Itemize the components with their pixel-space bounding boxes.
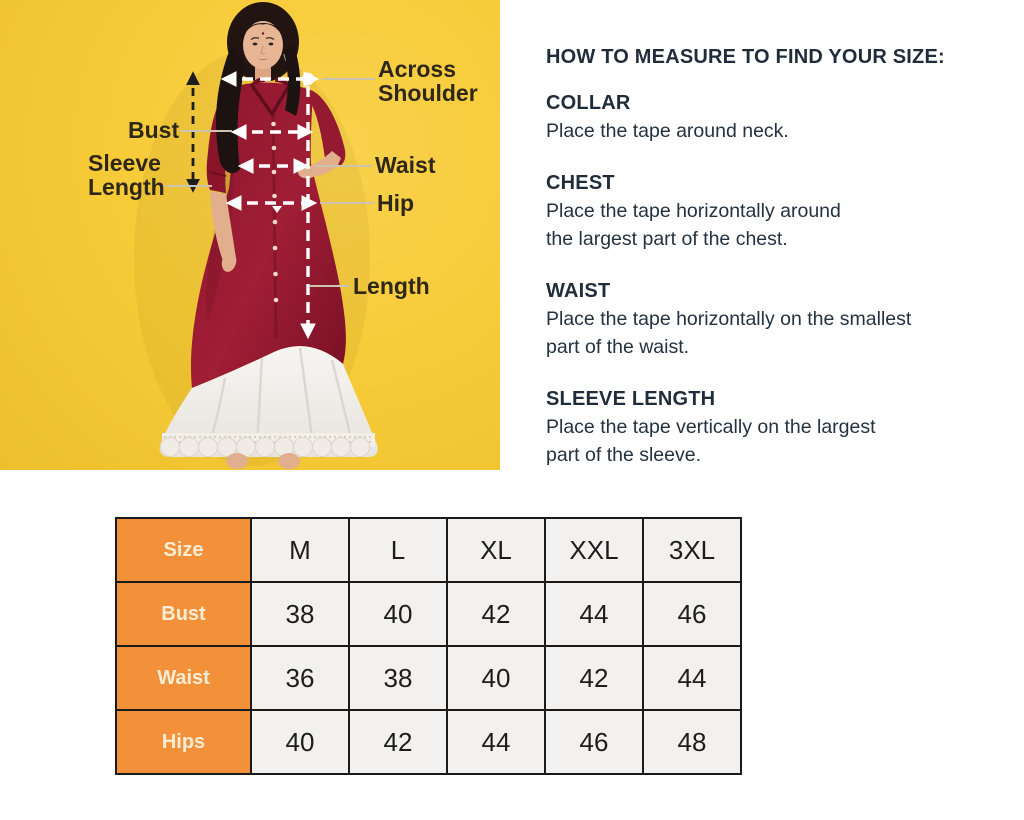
lace-scallops [160, 437, 370, 457]
hips-cell: 42 [348, 709, 448, 775]
instruction-collar: COLLAR Place the tape around neck. [546, 89, 986, 145]
size-cell: XL [446, 517, 546, 583]
waist-cell: 42 [544, 645, 644, 711]
white-skirt [159, 346, 378, 457]
hips-cell: 48 [642, 709, 742, 775]
waist-cell: 44 [642, 645, 742, 711]
measurement-diagram-panel: Across Shoulder Bust Sleeve Length Waist… [0, 0, 500, 470]
hips-cell: 46 [544, 709, 644, 775]
section-heading: WAIST [546, 280, 611, 302]
section-text: part of the waist. [546, 336, 690, 358]
instruction-chest: CHEST Place the tape horizontally around… [546, 169, 986, 253]
model-illustration [134, 2, 378, 469]
table-row-waist: Waist 36 38 40 42 44 [115, 645, 742, 711]
row-header-hips: Hips [115, 709, 252, 775]
measurement-lines [165, 71, 375, 340]
row-header-waist: Waist [115, 645, 252, 711]
label-waist: Waist [375, 152, 436, 178]
bust-cell: 42 [446, 581, 546, 647]
section-text: the largest part of the chest. [546, 228, 788, 250]
waist-cell: 38 [348, 645, 448, 711]
size-cell: XXL [544, 517, 644, 583]
bust-cell: 46 [642, 581, 742, 647]
label-sleeve-length: Sleeve Length [88, 150, 165, 200]
section-heading: SLEEVE LENGTH [546, 388, 716, 410]
bust-cell: 40 [348, 581, 448, 647]
table-row-size: Size M L XL XXL 3XL [115, 517, 742, 583]
bust-cell: 44 [544, 581, 644, 647]
row-header-size: Size [115, 517, 252, 583]
row-header-bust: Bust [115, 581, 252, 647]
how-to-measure-section: HOW TO MEASURE TO FIND YOUR SIZE: COLLAR… [546, 44, 986, 493]
section-text: Place the tape around neck. [546, 120, 789, 142]
label-hip: Hip [377, 190, 415, 216]
section-text: Place the tape horizontally on the small… [546, 308, 912, 330]
section-text: part of the sleeve. [546, 444, 702, 466]
table-row-bust: Bust 38 40 42 44 46 [115, 581, 742, 647]
table-row-hips: Hips 40 42 44 46 48 [115, 709, 742, 775]
model-feet [226, 453, 300, 469]
hips-cell: 40 [250, 709, 350, 775]
instruction-sleeve-length: SLEEVE LENGTH Place the tape vertically … [546, 385, 986, 469]
size-cell: L [348, 517, 448, 583]
waist-cell: 36 [250, 645, 350, 711]
waist-cell: 40 [446, 645, 546, 711]
label-across-shoulder: Across Shoulder [378, 56, 478, 106]
section-heading: COLLAR [546, 92, 631, 114]
size-cell: M [250, 517, 350, 583]
howto-title: HOW TO MEASURE TO FIND YOUR SIZE: [546, 46, 945, 68]
section-heading: CHEST [546, 172, 615, 194]
size-chart-table: Size M L XL XXL 3XL Bust 38 40 42 44 46 … [115, 517, 742, 775]
size-cell: 3XL [642, 517, 742, 583]
label-length: Length [353, 273, 430, 299]
bust-cell: 38 [250, 581, 350, 647]
label-bust: Bust [128, 117, 180, 143]
instruction-waist: WAIST Place the tape horizontally on the… [546, 277, 986, 361]
hips-cell: 44 [446, 709, 546, 775]
section-text: Place the tape vertically on the largest [546, 416, 876, 438]
section-text: Place the tape horizontally around [546, 200, 841, 222]
